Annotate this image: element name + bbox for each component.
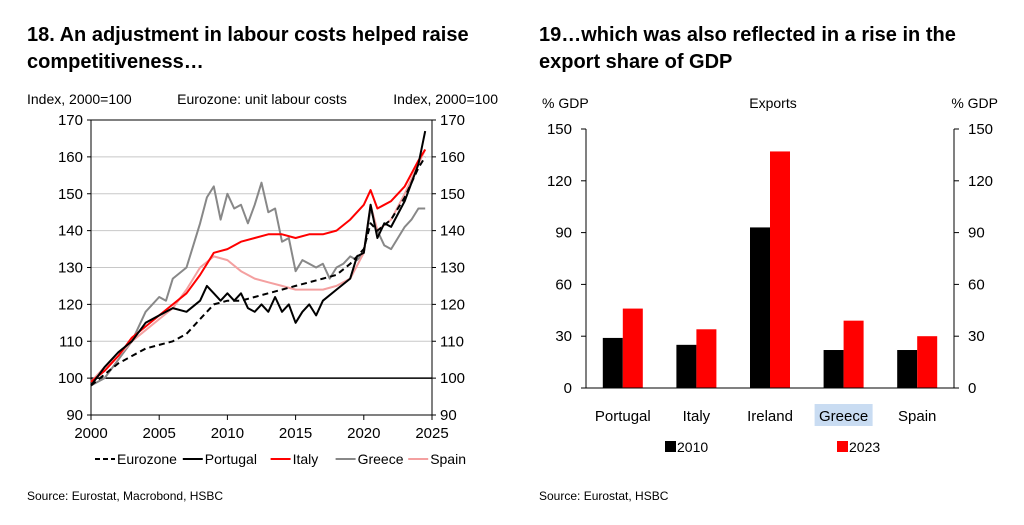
y-tick-label: 60 <box>555 276 572 293</box>
bar-italy-2010 <box>676 344 697 388</box>
legend-label-spain: Spain <box>430 451 466 467</box>
y-axis-label-left: Index, 2000=100 <box>27 91 132 107</box>
bar-italy-2023 <box>696 329 717 388</box>
y-tick-label: 140 <box>58 223 83 240</box>
bar-portugal-2023 <box>622 308 643 388</box>
y-tick-label-right: 30 <box>968 328 985 345</box>
chart-title: 19…which was also reflected in a rise in… <box>539 24 956 73</box>
chart-panel-unit-labour-costs: 18. An adjustment in labour costs helped… <box>27 24 498 503</box>
chart-source: Source: Eurostat, HSBC <box>539 489 669 503</box>
y-tick-label: 0 <box>564 380 572 397</box>
x-tick-label: Spain <box>898 408 936 425</box>
y-axis-label-right: Index, 2000=100 <box>393 91 498 107</box>
y-tick-label: 110 <box>59 333 83 350</box>
bar-ireland-2010 <box>750 227 770 388</box>
y-tick-label: 30 <box>555 328 572 345</box>
legend-label-2023: 2023 <box>849 439 880 455</box>
y-tick-label-right: 0 <box>968 380 976 397</box>
series-line-greece <box>90 181 426 387</box>
bar-ireland-2023 <box>770 151 790 388</box>
y-tick-label-right: 90 <box>968 225 985 242</box>
chart-panel-export-share: 19…which was also reflected in a rise in… <box>512 0 1024 525</box>
category-highlight <box>814 404 873 426</box>
x-tick-label: 2020 <box>347 425 380 442</box>
y-tick-label: 170 <box>58 112 83 129</box>
bar-portugal-2010 <box>602 337 623 388</box>
y-tick-label: 150 <box>58 186 83 203</box>
x-tick-label: 2015 <box>279 425 312 442</box>
x-tick-label: 2000 <box>74 425 107 442</box>
plot-frame <box>90 119 433 416</box>
y-tick-label-right: 120 <box>440 296 465 313</box>
line-chart: Index, 2000=100 Eurozone: unit labour cos… <box>27 91 498 467</box>
x-tick-label: Ireland <box>747 408 793 425</box>
y-tick-label: 160 <box>58 149 83 166</box>
chart-subtitle: Eurozone: unit labour costs <box>177 91 347 107</box>
bar-greece-2010 <box>823 350 844 388</box>
chart-source: Source: Eurostat, Macrobond, HSBC <box>27 489 224 503</box>
legend-swatch-2023 <box>837 441 848 452</box>
bar-greece-2023 <box>843 320 864 388</box>
y-tick-label-right: 150 <box>968 121 993 138</box>
legend-label-greece: Greece <box>358 451 404 467</box>
x-tick-label: Greece <box>819 408 868 425</box>
x-tick-label: 2005 <box>143 425 176 442</box>
series-line-eurozone <box>90 156 427 387</box>
y-tick-label-right: 160 <box>440 149 465 166</box>
y-axis-label-right: % GDP <box>951 95 998 111</box>
chart-title: 18. An adjustment in labour costs helped… <box>27 24 469 73</box>
legend-label-italy: Italy <box>293 451 319 467</box>
x-tick-label: Portugal <box>595 408 651 425</box>
legend-label-eurozone: Eurozone <box>117 451 177 467</box>
y-tick-label: 90 <box>66 407 83 424</box>
y-tick-label-right: 90 <box>440 407 457 424</box>
series-line-spain <box>90 149 427 383</box>
y-tick-label-right: 110 <box>440 333 464 350</box>
y-tick-label-right: 170 <box>440 112 465 129</box>
bar-chart: % GDP Exports % GDP 0 0 30 30 60 60 90 90 120 120 150… <box>542 95 998 455</box>
legend-label-portugal: Portugal <box>205 451 257 467</box>
y-tick-label: 150 <box>547 121 572 138</box>
y-tick-label: 130 <box>58 260 83 277</box>
y-tick-label-right: 150 <box>440 186 465 203</box>
bar-spain-2010 <box>897 350 918 388</box>
x-tick-label: 2025 <box>415 425 448 442</box>
legend-swatch-2010 <box>665 441 676 452</box>
y-tick-label-right: 100 <box>440 370 465 387</box>
series-line-italy <box>90 148 427 383</box>
legend-label-2010: 2010 <box>677 439 708 455</box>
bar-spain-2023 <box>917 336 938 388</box>
y-tick-label-right: 140 <box>440 223 465 240</box>
chart-subtitle: Exports <box>749 95 796 111</box>
y-tick-label: 90 <box>555 225 572 242</box>
y-tick-label-right: 60 <box>968 276 985 293</box>
series-line-portugal <box>90 130 427 387</box>
y-tick-label: 120 <box>547 173 572 190</box>
y-tick-label: 100 <box>58 370 83 387</box>
y-tick-label-right: 130 <box>440 260 465 277</box>
y-tick-label-right: 120 <box>968 173 993 190</box>
x-tick-label: 2010 <box>211 425 244 442</box>
y-tick-label: 120 <box>58 296 83 313</box>
y-axis-label-left: % GDP <box>542 95 589 111</box>
x-tick-label: Italy <box>683 408 711 425</box>
